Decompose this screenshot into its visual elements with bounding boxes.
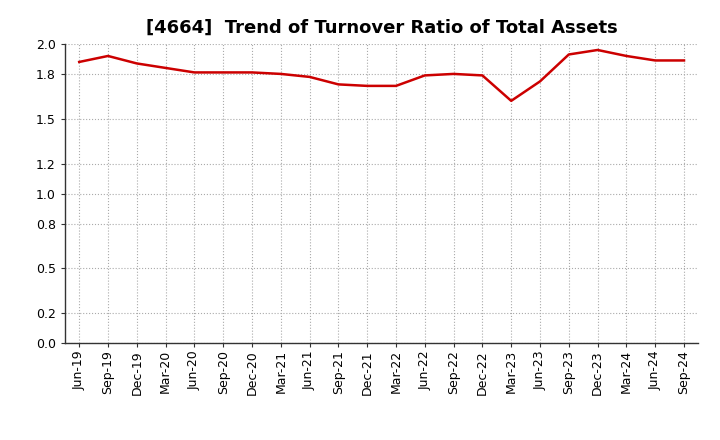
Title: [4664]  Trend of Turnover Ratio of Total Assets: [4664] Trend of Turnover Ratio of Total … — [145, 19, 618, 37]
